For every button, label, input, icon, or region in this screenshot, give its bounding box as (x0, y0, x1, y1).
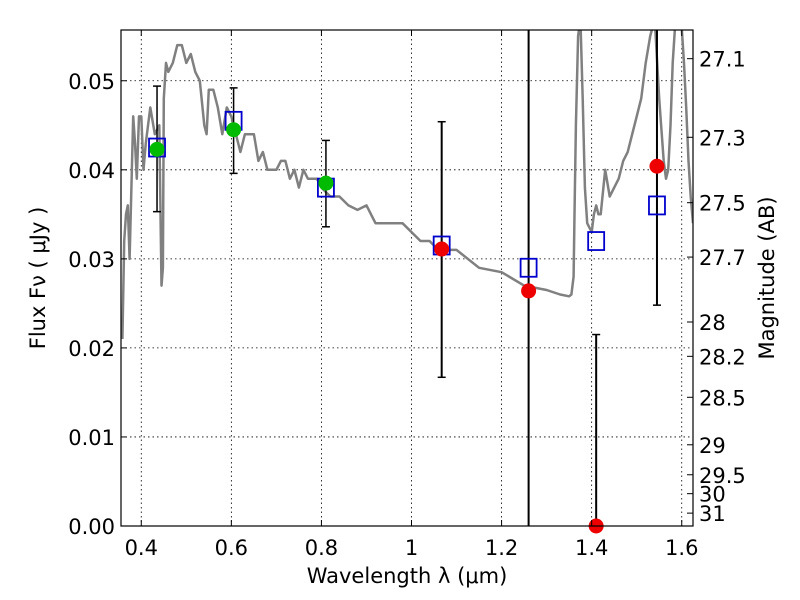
observed-flux-point (226, 122, 242, 138)
magnitude-tick-label: 29 (699, 434, 726, 458)
nondetection-point (649, 158, 665, 174)
y-axis-ticks: 0.00 0.01 0.02 0.03 0.04 0.05 (68, 70, 127, 539)
spectrum-layer (121, 30, 693, 340)
model-flux-square (648, 195, 666, 216)
x-axis-ticks: 0.4 0.6 0.8 1 1.2 1.4 1.6 (125, 30, 698, 560)
magnitude-tick-label: 27.1 (699, 48, 746, 72)
observation-points-layer (149, 122, 665, 534)
nondetection-point (434, 241, 450, 257)
magnitude-tick-label: 28.5 (699, 386, 746, 410)
x-tick-label: 0.4 (125, 536, 158, 560)
magnitude-tick-label: 30 (699, 483, 726, 507)
model-photometry-layer (148, 110, 666, 278)
y-tick-label: 0.03 (68, 248, 115, 272)
y-tick-label: 0.02 (68, 337, 115, 361)
y-tick-label: 0.00 (68, 515, 115, 539)
magnitude-tick-label: 28.2 (699, 345, 746, 369)
magnitude-tick-label: 31 (699, 502, 726, 526)
y-tick-label: 0.04 (68, 159, 115, 183)
model-flux-square (519, 257, 538, 278)
x-axis-label: Wavelength λ (μm) (307, 564, 508, 588)
magnitude-tick-label: 27.5 (699, 192, 746, 216)
magnitude-tick-label: 27.7 (699, 246, 746, 270)
x-tick-label: 1 (405, 536, 418, 560)
magnitude-axis-label: Magnitude (AB) (755, 196, 779, 359)
y-tick-label: 0.05 (68, 70, 115, 94)
magnitude-tick-label: 29.5 (699, 464, 746, 488)
x-tick-label: 1.6 (665, 536, 698, 560)
model-flux-square (587, 231, 606, 251)
magnitude-tick-label: 28 (699, 311, 726, 335)
y-tick-label: 0.01 (68, 426, 115, 450)
grid-layer (121, 30, 693, 526)
x-tick-label: 0.6 (215, 536, 248, 560)
magnitude-tick-label: 27.3 (699, 126, 746, 150)
x-tick-label: 1.2 (485, 536, 518, 560)
observed-flux-point (149, 141, 165, 157)
model-spectrum-line (121, 30, 693, 340)
errorbar-layer (153, 30, 661, 526)
y-axis-label: Flux Fν ( μJy ) (26, 207, 50, 350)
nondetection-point (521, 283, 537, 299)
x-tick-label: 0.8 (305, 536, 338, 560)
plot-frame (120, 29, 694, 527)
x-tick-label: 1.4 (575, 536, 608, 560)
observed-flux-point (318, 175, 334, 191)
